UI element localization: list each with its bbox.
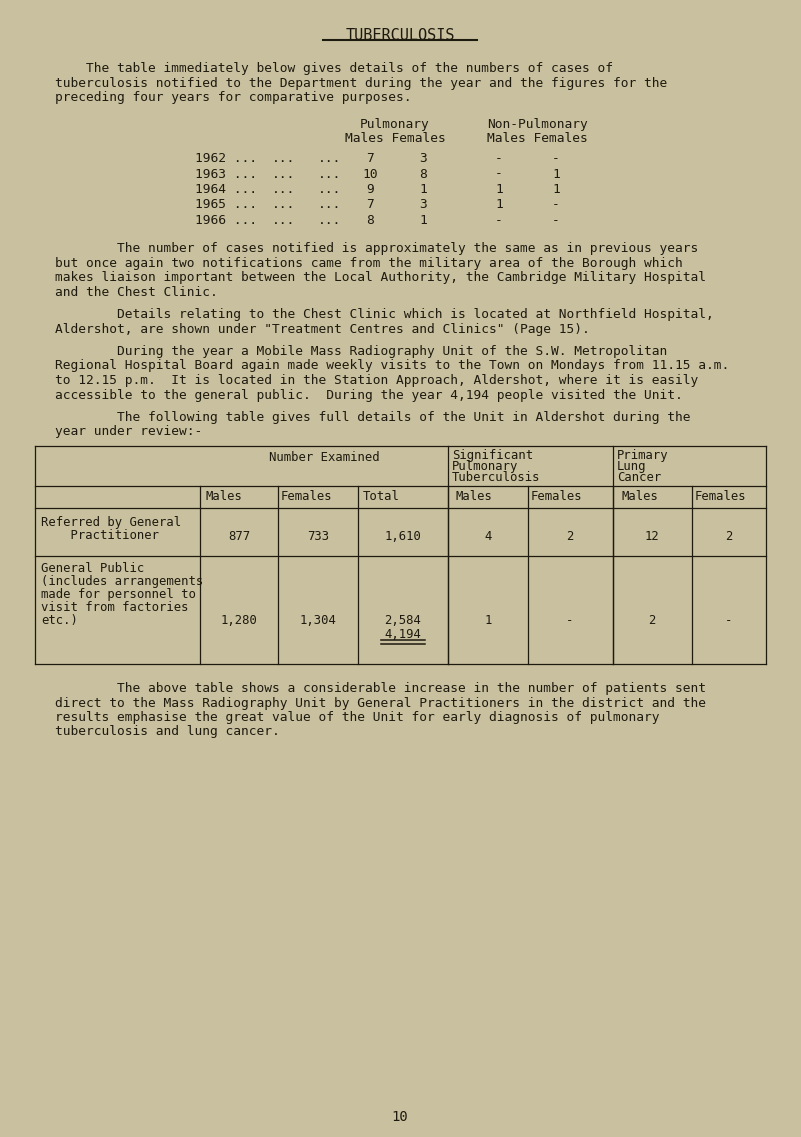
Text: 8: 8	[366, 214, 374, 227]
Text: direct to the Mass Radiography Unit by General Practitioners in the district and: direct to the Mass Radiography Unit by G…	[55, 697, 706, 709]
Text: 2,584: 2,584	[384, 614, 421, 626]
Text: The number of cases notified is approximately the same as in previous years: The number of cases notified is approxim…	[55, 242, 698, 255]
Text: 2: 2	[726, 530, 733, 543]
Text: 10: 10	[392, 1110, 409, 1124]
Text: 1: 1	[485, 614, 492, 626]
Text: 1,304: 1,304	[300, 614, 336, 626]
Text: -: -	[566, 614, 574, 626]
Text: 1962 ...: 1962 ...	[195, 152, 257, 165]
Text: 733: 733	[307, 530, 329, 543]
Text: 1: 1	[495, 199, 503, 211]
Text: etc.): etc.)	[41, 614, 78, 626]
Text: -: -	[552, 214, 560, 227]
Text: ...: ...	[318, 167, 341, 181]
Text: The following table gives full details of the Unit in Aldershot during the: The following table gives full details o…	[55, 410, 690, 424]
Text: ...: ...	[272, 152, 296, 165]
Text: 4: 4	[485, 530, 492, 543]
Text: Tuberculosis: Tuberculosis	[452, 471, 541, 484]
Text: tuberculosis and lung cancer.: tuberculosis and lung cancer.	[55, 725, 280, 739]
Text: 3: 3	[419, 199, 427, 211]
Text: 12: 12	[645, 530, 659, 543]
Text: Details relating to the Chest Clinic which is located at Northfield Hospital,: Details relating to the Chest Clinic whi…	[55, 308, 714, 321]
Text: preceding four years for comparative purposes.: preceding four years for comparative pur…	[55, 91, 412, 103]
Text: Cancer: Cancer	[617, 471, 662, 484]
Text: Males: Males	[456, 490, 493, 503]
Text: and the Chest Clinic.: and the Chest Clinic.	[55, 285, 218, 299]
Text: tuberculosis notified to the Department during the year and the figures for the: tuberculosis notified to the Department …	[55, 76, 667, 90]
Text: 1965 ...: 1965 ...	[195, 199, 257, 211]
Text: Males: Males	[205, 490, 242, 503]
Text: The table immediately below gives details of the numbers of cases of: The table immediately below gives detail…	[55, 63, 613, 75]
Text: Primary: Primary	[617, 449, 669, 462]
Text: 1966 ...: 1966 ...	[195, 214, 257, 227]
Text: 1: 1	[419, 214, 427, 227]
Text: Total: Total	[363, 490, 400, 503]
Text: (includes arrangements: (includes arrangements	[41, 575, 203, 588]
Text: 2: 2	[566, 530, 574, 543]
Text: 1: 1	[552, 183, 560, 196]
Text: 1: 1	[419, 183, 427, 196]
Text: Number Examined: Number Examined	[268, 451, 380, 464]
Text: but once again two notifications came from the military area of the Borough whic: but once again two notifications came fr…	[55, 257, 682, 269]
Text: -: -	[552, 152, 560, 165]
Text: ...: ...	[272, 214, 296, 227]
Text: 1,280: 1,280	[220, 614, 257, 626]
Text: accessible to the general public.  During the year 4,194 people visited the Unit: accessible to the general public. During…	[55, 389, 682, 401]
Text: The above table shows a considerable increase in the number of patients sent: The above table shows a considerable inc…	[55, 682, 706, 695]
Text: year under review:-: year under review:-	[55, 425, 202, 439]
Text: 1964 ...: 1964 ...	[195, 183, 257, 196]
Text: 3: 3	[419, 152, 427, 165]
Text: 2: 2	[648, 614, 656, 626]
Text: makes liaison important between the Local Authority, the Cambridge Military Hosp: makes liaison important between the Loca…	[55, 271, 706, 284]
Text: Non-Pulmonary: Non-Pulmonary	[487, 118, 587, 131]
Text: visit from factories: visit from factories	[41, 601, 188, 614]
Text: Pulmonary: Pulmonary	[452, 460, 518, 473]
Text: Aldershot, are shown under "Treatment Centres and Clinics" (Page 15).: Aldershot, are shown under "Treatment Ce…	[55, 323, 590, 335]
Text: 1963 ...: 1963 ...	[195, 167, 257, 181]
Text: -: -	[726, 614, 733, 626]
Text: -: -	[495, 167, 503, 181]
Text: 1: 1	[552, 167, 560, 181]
Text: TUBERCULOSIS: TUBERCULOSIS	[345, 28, 455, 43]
Text: Females: Females	[281, 490, 332, 503]
Text: Pulmonary: Pulmonary	[360, 118, 430, 131]
Text: Males: Males	[621, 490, 658, 503]
Text: ...: ...	[272, 199, 296, 211]
Text: -: -	[495, 214, 503, 227]
Text: Practitioner: Practitioner	[41, 529, 159, 542]
Text: Regional Hospital Board again made weekly visits to the Town on Mondays from 11.: Regional Hospital Board again made weekl…	[55, 359, 729, 373]
Text: Females: Females	[695, 490, 747, 503]
Text: Females: Females	[531, 490, 582, 503]
Text: During the year a Mobile Mass Radiography Unit of the S.W. Metropolitan: During the year a Mobile Mass Radiograph…	[55, 345, 667, 358]
Text: 877: 877	[228, 530, 250, 543]
Text: ...: ...	[272, 167, 296, 181]
Text: made for personnel to: made for personnel to	[41, 588, 196, 601]
Text: ...: ...	[318, 152, 341, 165]
Text: Significant: Significant	[452, 449, 533, 462]
Text: 4,194: 4,194	[384, 628, 421, 641]
Text: 9: 9	[366, 183, 374, 196]
Text: 7: 7	[366, 152, 374, 165]
Text: 7: 7	[366, 199, 374, 211]
Text: results emphasise the great value of the Unit for early diagnosis of pulmonary: results emphasise the great value of the…	[55, 711, 659, 724]
Text: 1: 1	[495, 183, 503, 196]
Text: ...: ...	[318, 183, 341, 196]
Text: -: -	[495, 152, 503, 165]
Text: Males Females: Males Females	[487, 132, 587, 146]
Text: ...: ...	[318, 214, 341, 227]
Text: Referred by General: Referred by General	[41, 516, 181, 529]
Text: to 12.15 p.m.  It is located in the Station Approach, Aldershot, where it is eas: to 12.15 p.m. It is located in the Stati…	[55, 374, 698, 387]
Text: ...: ...	[272, 183, 296, 196]
Text: 1,610: 1,610	[384, 530, 421, 543]
Text: -: -	[552, 199, 560, 211]
Text: General Public: General Public	[41, 562, 144, 575]
Text: ...: ...	[318, 199, 341, 211]
Text: Lung: Lung	[617, 460, 646, 473]
Text: 10: 10	[362, 167, 378, 181]
Text: Males Females: Males Females	[344, 132, 445, 146]
Text: 8: 8	[419, 167, 427, 181]
